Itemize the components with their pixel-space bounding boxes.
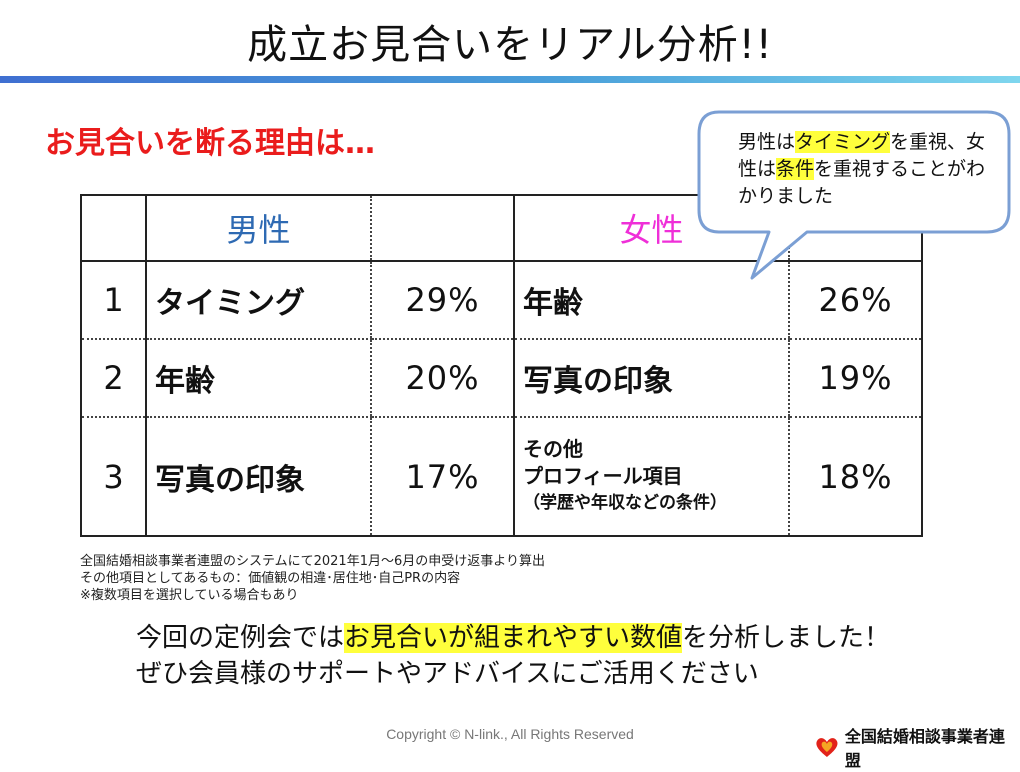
closing-line-2: ぜひ会員様のサポートやアドバイスにご活用ください xyxy=(136,659,759,689)
female-reason-line1: その他 xyxy=(523,437,583,461)
speech-bubble-text: 男性はタイミングを重視、女性は条件を重視することがわかりました xyxy=(738,129,988,210)
female-reason-line2: プロフィール項目 xyxy=(523,464,683,488)
table-row: 2 年齢 20% 写真の印象 19% xyxy=(80,338,923,418)
table-row: 3 写真の印象 17% その他 プロフィール項目 （学歴や年収などの条件） 18… xyxy=(80,416,923,537)
section-heading: お見合いを断る理由は… xyxy=(45,126,375,161)
female-pct: 19% xyxy=(788,338,923,418)
rank-cell: 1 xyxy=(80,260,147,340)
female-pct: 18% xyxy=(788,416,923,537)
male-reason: タイミング xyxy=(145,260,371,340)
callout-text-1: 男性は xyxy=(738,131,796,153)
rank-cell: 3 xyxy=(80,416,147,537)
closing-text: 今回の定例会では xyxy=(136,623,345,653)
closing-text: を分析しました！ xyxy=(682,623,891,653)
logo-text: 全国結婚相談事業者連盟 xyxy=(844,727,1005,770)
male-pct-header-cell xyxy=(370,194,515,262)
closing-line-1: 今回の定例会ではお見合いが組まれやすい数値を分析しました！ xyxy=(136,620,890,656)
callout-highlight-timing: タイミング xyxy=(795,131,891,153)
male-reason: 年齢 xyxy=(145,338,371,418)
male-pct: 29% xyxy=(370,260,515,340)
footnotes: 全国結婚相談事業者連盟のシステムにて2021年1月～6月の申受け返事より算出 そ… xyxy=(80,553,545,604)
closing-highlight: お見合いが組まれやすい数値 xyxy=(344,623,683,653)
male-pct: 17% xyxy=(370,416,515,537)
heart-logo-icon xyxy=(816,738,838,757)
title-underline xyxy=(0,76,1020,83)
header-rank-cell xyxy=(80,194,147,262)
callout-text-2: を重視、女性は xyxy=(738,131,986,180)
page-title: 成立お見合いをリアル分析!! xyxy=(247,22,773,68)
male-pct: 20% xyxy=(370,338,515,418)
callout-highlight-conditions: 条件 xyxy=(776,158,815,180)
female-reason: その他 プロフィール項目 （学歴や年収などの条件） xyxy=(513,416,789,537)
federation-logo: 全国結婚相談事業者連盟 xyxy=(814,723,1020,771)
callout-text-3: を重視することがわかりました xyxy=(738,158,986,207)
footnote: 全国結婚相談事業者連盟のシステムにて2021年1月～6月の申受け返事より算出 xyxy=(80,554,545,569)
rank-cell: 2 xyxy=(80,338,147,418)
male-header: 男性 xyxy=(145,194,371,262)
copyright: Copyright © N-link., All Rights Reserved xyxy=(386,726,634,742)
speech-bubble xyxy=(697,110,1012,280)
closing-message: 今回の定例会ではお見合いが組まれやすい数値を分析しました！ ぜひ会員様のサポート… xyxy=(136,620,890,692)
footnote: その他項目としてあるもの：価値観の相違･居住地･自己PRの内容 xyxy=(80,571,461,586)
male-reason: 写真の印象 xyxy=(145,416,371,537)
footnote: ※複数項目を選択している場合もあり xyxy=(80,588,299,603)
female-reason: 年齢 xyxy=(513,260,789,340)
table-row: 1 タイミング 29% 年齢 26% xyxy=(80,260,923,340)
female-pct: 26% xyxy=(788,260,923,340)
female-reason-note: （学歴や年収などの条件） xyxy=(523,493,727,513)
female-reason: 写真の印象 xyxy=(513,338,789,418)
speech-bubble-shape xyxy=(697,110,1011,280)
